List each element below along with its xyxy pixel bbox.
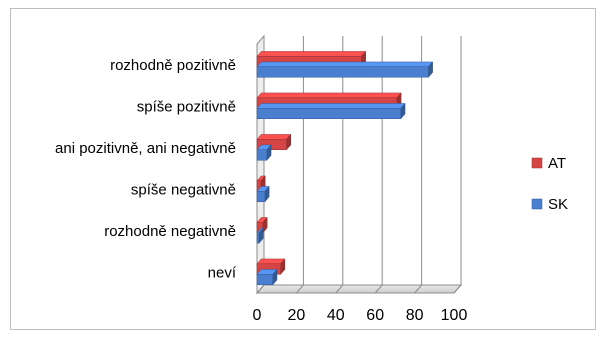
- bar-sk: [256, 144, 272, 161]
- category-label: spíše negativně: [131, 181, 236, 198]
- x-tick-label: 80: [406, 307, 424, 324]
- bar-sk-top: [256, 103, 406, 109]
- x-tick-label: 100: [441, 307, 468, 324]
- category-label: rozhodně negativně: [104, 223, 236, 240]
- bar-sk-front: [256, 232, 260, 244]
- gridline-floor: [453, 284, 462, 294]
- bar-at: [256, 133, 292, 151]
- bar-sk-front: [256, 108, 402, 119]
- legend-label-at: AT: [548, 155, 566, 172]
- bar-sk: [256, 102, 406, 120]
- x-tick-label: 0: [253, 307, 262, 324]
- bar-at-top: [256, 92, 402, 98]
- x-tick-labels: 0 20 40 60 80 100: [253, 307, 468, 324]
- x-tick-label: 20: [288, 307, 306, 324]
- bar-sk-top: [256, 61, 434, 67]
- bar-sk: [256, 61, 434, 78]
- bar-sk-front: [256, 66, 429, 78]
- x-tick-label: 40: [327, 307, 345, 324]
- bar-at-front: [256, 139, 287, 150]
- bar-at-top: [256, 258, 286, 264]
- bar-sk-front: [256, 149, 268, 161]
- chart-frame: [10, 8, 596, 330]
- bar-at: [256, 216, 268, 234]
- gridline-floor: [335, 284, 344, 294]
- plot-floor: [255, 284, 463, 294]
- x-tick-label: 60: [366, 307, 384, 324]
- bar-sk-front: [256, 274, 274, 285]
- bars: [256, 50, 434, 286]
- bar-at: [256, 92, 402, 109]
- bar-sk-front: [256, 191, 266, 202]
- bar-sk: [256, 227, 264, 244]
- bar-at: [256, 258, 286, 275]
- legend-label-sk: SK: [548, 196, 568, 213]
- gridline-floor: [256, 284, 265, 294]
- gridline-floor: [296, 284, 304, 294]
- bar-at-top: [256, 51, 367, 57]
- bar-at-top: [256, 134, 292, 140]
- category-label: neví: [208, 264, 237, 281]
- gridline-floor: [414, 284, 422, 294]
- category-label: ani pozitivně, ani negativně: [55, 140, 236, 157]
- category-label: spíše pozitivně: [137, 98, 236, 115]
- bar-sk: [256, 185, 270, 203]
- category-labels: rozhodně pozitivně spíše pozitivně ani poz…: [55, 57, 237, 282]
- legend-swatch-sk: [531, 198, 543, 210]
- category-label: rozhodně pozitivně: [110, 57, 236, 74]
- legend: AT SK: [531, 155, 568, 213]
- gridline-floor: [374, 284, 383, 294]
- bar-sk: [256, 268, 278, 286]
- legend-swatch-at: [531, 157, 543, 169]
